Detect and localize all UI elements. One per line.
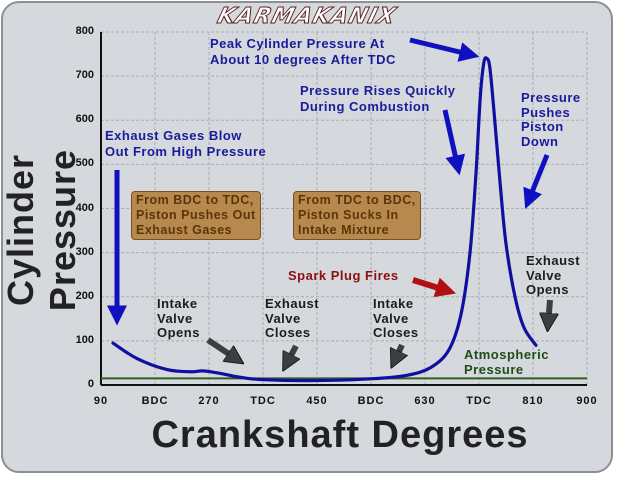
annotation-line: Piston xyxy=(521,119,564,134)
exhaust-valve-closes-annotation: Exhaust Valve Closes xyxy=(265,296,320,341)
box-line: From TDC to BDC, xyxy=(298,193,416,207)
x-axis-label: Crankshaft Degrees xyxy=(151,414,529,456)
y-tick-label: 200 xyxy=(75,289,94,302)
annotation-line: Valve xyxy=(373,310,409,326)
annotation-line: Pushes xyxy=(521,104,571,120)
x-tick-label: 270 xyxy=(198,395,220,407)
x-tick-label: 630 xyxy=(414,395,436,407)
evc-arrow-icon xyxy=(286,344,296,365)
pushes-annotation: Pressure Pushes Piston Down xyxy=(521,90,581,149)
y-tick-label: 100 xyxy=(75,333,94,346)
box-line: Piston Pushes Out xyxy=(136,208,256,222)
pressure-curve xyxy=(111,56,538,383)
spark-annotation: Spark Plug Fires xyxy=(288,268,399,283)
y-tick-label: 0 xyxy=(87,378,94,390)
box-line: From BDC to TDC, xyxy=(136,193,254,207)
x-tick-label: 90 xyxy=(93,395,109,407)
pushes-arrow-icon xyxy=(523,154,550,209)
y-tick-label: 700 xyxy=(75,69,94,82)
annotation-line: Peak Cylinder Pressure At xyxy=(210,36,385,51)
annotation-line: Opens xyxy=(157,325,200,340)
annotation-line: Valve xyxy=(526,267,562,283)
y-tick-label: 500 xyxy=(75,157,94,170)
intake-stroke-box: From TDC to BDC, Piston Sucks In Intake … xyxy=(293,191,421,240)
y-tick-label: 400 xyxy=(75,201,94,214)
annotation-line: Out From High Pressure xyxy=(105,144,267,159)
annotation-line: Exhaust xyxy=(526,253,581,268)
spark-arrow-icon xyxy=(412,277,457,298)
rises-arrow-icon xyxy=(442,109,466,176)
annotation-line: Atmospheric xyxy=(464,347,549,362)
intake-valve-closes-annotation: Intake Valve Closes xyxy=(373,296,419,341)
x-tick-label: TDC xyxy=(466,395,492,407)
y-tick-label: 600 xyxy=(75,113,94,126)
annotation-line: Intake xyxy=(157,296,198,311)
annotation-line: Intake xyxy=(373,296,414,311)
exhaust-stroke-box: From BDC to TDC, Piston Pushes Out Exhau… xyxy=(131,191,261,240)
intake-valve-opens-annotation: Intake Valve Opens xyxy=(157,296,200,341)
exhaust-blow-annotation: Exhaust Gases Blow Out From High Pressur… xyxy=(105,128,266,160)
annotation-line: During Combustion xyxy=(300,99,430,114)
x-tick-label: BDC xyxy=(357,395,385,407)
box-line: Intake Mixture xyxy=(298,223,390,237)
exhaust-valve-opens-annotation: Exhaust Valve Opens xyxy=(526,253,581,298)
x-tick-label: 900 xyxy=(576,395,598,407)
y-axis-label: Cylinder Pressure xyxy=(0,148,83,312)
y-tick-label: 300 xyxy=(75,245,94,258)
annotation-line: Pressure xyxy=(521,90,581,105)
x-tick-label: 450 xyxy=(306,395,328,407)
peak-arrow-icon xyxy=(409,37,480,62)
box-line: Exhaust Gases xyxy=(136,223,233,237)
annotation-line: Pressure Rises Quickly xyxy=(300,83,456,98)
annotation-line: Valve xyxy=(265,310,301,326)
annotation-line: Pressure xyxy=(464,361,524,377)
annotation-line: Opens xyxy=(526,282,569,297)
annotation-line: About 10 degrees After TDC xyxy=(210,52,396,67)
annotation-line: Valve xyxy=(157,310,193,326)
annotation-line: Closes xyxy=(373,325,419,340)
annotation-line: Exhaust Gases Blow xyxy=(105,128,242,143)
x-tick-label: 810 xyxy=(522,395,544,407)
rises-annotation: Pressure Rises Quickly During Combustion xyxy=(300,83,456,115)
annotation-line: Down xyxy=(521,133,559,149)
peak-annotation: Peak Cylinder Pressure At About 10 degre… xyxy=(210,36,396,68)
box-line: Piston Sucks In xyxy=(298,208,399,222)
atmospheric-pressure-annotation: Atmospheric Pressure xyxy=(464,347,549,377)
y-tick-label: 800 xyxy=(75,25,94,37)
x-tick-label: BDC xyxy=(141,395,169,407)
x-tick-label: TDC xyxy=(250,395,276,407)
ivc-arrow-icon xyxy=(394,343,402,362)
karmakanix-logo: KARMAKANIX xyxy=(214,4,399,30)
ivo-arrow-icon xyxy=(206,337,238,360)
annotation-line: Exhaust xyxy=(265,296,320,311)
annotation-line: Closes xyxy=(265,325,311,340)
evo-arrow-icon xyxy=(548,299,550,325)
